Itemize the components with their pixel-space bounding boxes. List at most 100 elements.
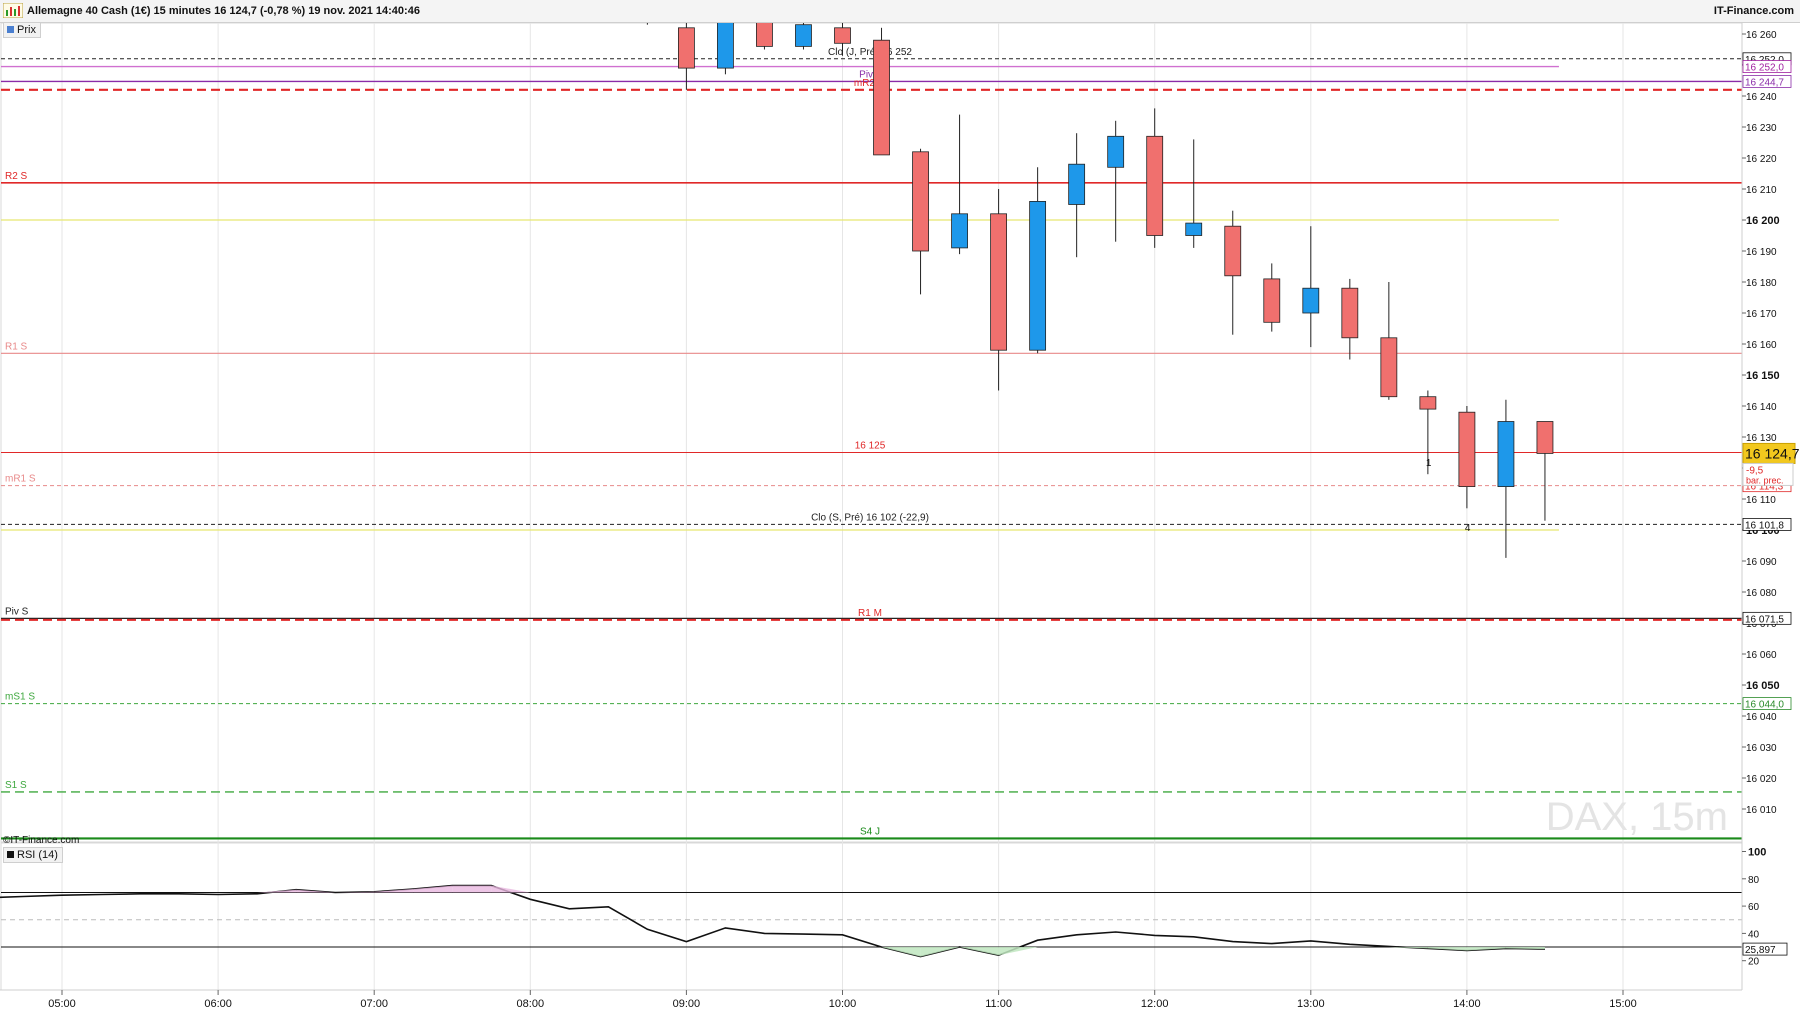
rsi-oversold-fill bbox=[881, 947, 921, 957]
rsi-last-value: 25,897 bbox=[1745, 945, 1776, 956]
candle[interactable] bbox=[1068, 133, 1086, 258]
level-label: Clo (J, Pré) 16 252 bbox=[828, 47, 912, 58]
bearish-candle-body[interactable] bbox=[1419, 396, 1437, 410]
bearish-candle-body[interactable] bbox=[990, 213, 1007, 351]
level-price-tag-text: 16 244,7 bbox=[1745, 77, 1784, 88]
rsi-pane-label: RSI (14) bbox=[17, 849, 58, 861]
bearish-candle-body[interactable] bbox=[1380, 337, 1398, 398]
level-price-tag-text: 16 101,8 bbox=[1745, 520, 1784, 531]
bullish-candle-body[interactable] bbox=[1029, 200, 1047, 351]
bearish-candle-body[interactable] bbox=[912, 151, 929, 252]
bullish-candle-body[interactable] bbox=[1302, 287, 1320, 314]
level-label: R1 S bbox=[5, 341, 28, 352]
y-tick-label: 16 140 bbox=[1746, 402, 1777, 413]
x-tick-label: 15:00 bbox=[1609, 998, 1637, 1010]
x-tick-label: 08:00 bbox=[517, 998, 545, 1010]
bearish-candle-body[interactable] bbox=[873, 39, 890, 156]
bullish-candle-body[interactable] bbox=[795, 24, 812, 47]
rsi-overbought-fill bbox=[335, 891, 375, 893]
bearish-candle-body[interactable] bbox=[678, 27, 695, 69]
bearish-candle-body[interactable] bbox=[1224, 225, 1242, 277]
rsi-overbought-fill bbox=[413, 885, 453, 893]
level-label: R1 M bbox=[858, 608, 882, 619]
price-pane-tag[interactable]: Prix bbox=[3, 22, 41, 38]
bullish-candle-body[interactable] bbox=[1107, 135, 1125, 168]
rsi-oversold-fill bbox=[1388, 947, 1428, 949]
candle[interactable] bbox=[1263, 263, 1281, 332]
y-tick-label: 16 010 bbox=[1746, 805, 1777, 816]
x-tick-label: 06:00 bbox=[204, 998, 232, 1010]
level-label: 16 125 bbox=[855, 441, 886, 452]
candle[interactable] bbox=[951, 114, 968, 255]
candle[interactable] bbox=[1419, 390, 1437, 475]
bearish-candle-body[interactable] bbox=[1458, 411, 1476, 488]
bar-annotation: 1 bbox=[1426, 458, 1432, 469]
rsi-legend-swatch bbox=[7, 851, 14, 858]
level-price-tag-text: 16 252,0 bbox=[1745, 63, 1784, 74]
rsi-y-tick-label: 100 bbox=[1748, 847, 1766, 859]
bullish-candle-body[interactable] bbox=[1068, 163, 1086, 205]
level-label: mR2 M bbox=[854, 78, 886, 89]
level-label: S4 J bbox=[860, 826, 880, 837]
level-label: R2 S bbox=[5, 171, 28, 182]
change-tag bbox=[1742, 462, 1794, 486]
rsi-overbought-fill bbox=[374, 889, 414, 893]
rsi-overbought-fill bbox=[452, 885, 492, 893]
x-tick-label: 09:00 bbox=[673, 998, 701, 1010]
y-tick-label: 16 110 bbox=[1746, 495, 1776, 506]
rsi-oversold-fill bbox=[1505, 947, 1545, 950]
y-tick-label: 16 150 bbox=[1746, 370, 1780, 382]
bearish-candle-body[interactable] bbox=[1146, 135, 1164, 236]
y-tick-label: 16 230 bbox=[1746, 123, 1777, 134]
grid bbox=[0, 22, 1743, 991]
level-label: S1 S bbox=[5, 780, 27, 791]
y-tick-label: 16 210 bbox=[1746, 185, 1777, 196]
x-tick-label: 11:00 bbox=[985, 998, 1012, 1010]
candles[interactable]: 14 bbox=[638, 3, 1554, 558]
x-tick-label: 07:00 bbox=[360, 998, 388, 1010]
candle[interactable] bbox=[873, 27, 890, 156]
candle[interactable] bbox=[1107, 120, 1125, 242]
rsi-oversold-fill bbox=[920, 947, 960, 957]
y-tick-label: 16 260 bbox=[1746, 30, 1777, 41]
candle[interactable] bbox=[795, 21, 812, 50]
bearish-candle-body[interactable] bbox=[1536, 421, 1554, 454]
candle[interactable] bbox=[1185, 139, 1203, 248]
site-name[interactable]: IT-Finance.com bbox=[1713, 5, 1794, 17]
bar-annotation: 4 bbox=[1465, 523, 1471, 534]
price-pane-label: Prix bbox=[17, 24, 36, 36]
candle[interactable] bbox=[990, 189, 1007, 391]
bullish-candle-body[interactable] bbox=[1185, 222, 1203, 236]
candle[interactable] bbox=[1029, 167, 1047, 354]
candle[interactable] bbox=[1458, 406, 1476, 509]
candle[interactable] bbox=[1224, 210, 1242, 335]
level-price-tag bbox=[1742, 75, 1792, 88]
rsi-oversold-fill bbox=[1466, 947, 1506, 951]
candle[interactable] bbox=[1380, 282, 1398, 400]
bearish-candle-body[interactable] bbox=[1263, 278, 1281, 323]
bullish-candle-body[interactable] bbox=[717, 14, 734, 69]
candle[interactable] bbox=[1536, 421, 1554, 521]
candle[interactable] bbox=[912, 148, 929, 295]
level-label: mS1 S bbox=[5, 692, 35, 703]
x-tick-label: 10:00 bbox=[829, 998, 857, 1010]
bearish-candle-body[interactable] bbox=[1341, 287, 1359, 339]
level-price-tag bbox=[1742, 697, 1792, 710]
candle[interactable] bbox=[1146, 108, 1164, 248]
level-label: Piv J bbox=[859, 69, 881, 80]
rsi-oversold-fill bbox=[1427, 947, 1467, 951]
candle[interactable] bbox=[834, 18, 851, 56]
candle[interactable] bbox=[1341, 278, 1359, 360]
level-price-tag bbox=[1742, 611, 1792, 625]
bearish-candle-body[interactable] bbox=[834, 27, 851, 44]
rsi-pane-tag[interactable]: RSI (14) bbox=[3, 847, 63, 863]
y-tick-label: 16 080 bbox=[1746, 588, 1777, 599]
candle[interactable] bbox=[678, 15, 695, 90]
bullish-candle-body[interactable] bbox=[951, 213, 968, 249]
bullish-candle-body[interactable] bbox=[1497, 421, 1515, 487]
y-tick-label: 16 160 bbox=[1746, 340, 1777, 351]
candle[interactable] bbox=[1497, 399, 1515, 558]
rsi-overbought-fill bbox=[491, 885, 531, 893]
candle[interactable] bbox=[1302, 226, 1320, 348]
